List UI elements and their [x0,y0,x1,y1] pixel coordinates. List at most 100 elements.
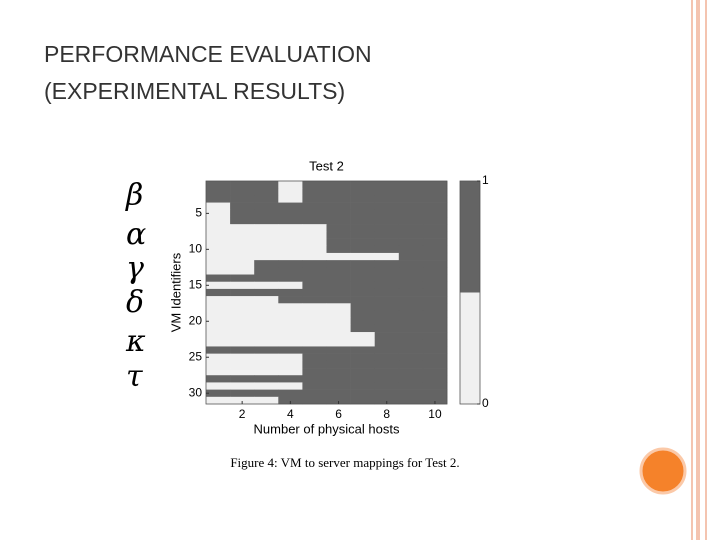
heatmap-cell [422,181,448,189]
heatmap-cell [326,396,351,405]
heatmap-cell [278,382,303,390]
heatmap-cell [230,389,255,398]
heatmap-cell [350,360,375,369]
heatmap-cell [374,181,400,189]
heatmap-cell [302,216,327,225]
heatmap-cell [302,382,327,390]
heatmap-cell [302,368,327,376]
heatmap-cell [374,188,400,196]
heatmap-cell [422,303,448,311]
heatmap-cell [230,188,255,196]
heatmap-cell [278,267,303,275]
y-axis-label: VM Identifiers [168,252,183,332]
heatmap-cell [302,231,327,239]
heatmap-cell [350,368,375,376]
heatmap-cell [302,202,327,211]
slide-title: (EXPERIMENTAL RESULTS) [44,78,345,104]
heatmap-cell [398,317,424,326]
heatmap-cell [278,260,303,268]
colorbar-tick-label: 1 [482,173,489,187]
heatmap-cell [302,209,327,218]
heatmap-cell [254,238,279,247]
heatmap-cell [254,252,279,261]
heatmap-cell [374,310,400,318]
heatmap-cell [206,252,231,261]
heatmap-cell [254,324,279,333]
heatmap-cell [302,238,327,247]
heatmap-cell [398,209,424,218]
heatmap-cell [350,231,375,239]
heatmap-cell [374,332,400,340]
heatmap-cell [254,245,279,254]
heatmap-cell [302,281,327,290]
heatmap-cell [230,332,255,340]
heatmap-cell [206,209,231,218]
heatmap-cell [206,303,231,311]
heatmap-cell [278,339,303,347]
heatmap-cell [302,181,327,189]
heatmap-cell [230,252,255,261]
heatmap-cell [230,195,255,203]
heatmap-cell [302,360,327,369]
symbol: β [125,178,143,213]
heatmap-cell [206,353,231,362]
heatmap-cell [326,274,351,283]
heatmap-cell [350,245,375,254]
heatmap-cell [374,303,400,311]
heatmap-cell [350,317,375,326]
heatmap-cell [422,267,448,275]
heatmap-cell [206,202,231,211]
heatmap-cell [278,360,303,369]
heatmap-cell [254,224,279,232]
heatmap-cell [326,181,351,189]
heatmap-cell [230,267,255,275]
heatmap-cell [230,368,255,376]
heatmap-cell [350,238,375,247]
heatmap-cell [278,209,303,218]
heatmap-cell [302,188,327,196]
heatmap-cell [398,245,424,254]
heatmap-cell [422,202,448,211]
heatmap-cell [398,281,424,290]
heatmap-cell [230,202,255,211]
heatmap-cell [350,324,375,333]
heatmap-cell [422,317,448,326]
heatmap-cell [374,353,400,362]
x-tick-label: 10 [428,407,442,421]
heatmap-cell [422,209,448,218]
colorbar-frame [459,180,481,405]
heatmap-cell [326,296,351,304]
heatmap-cell [374,375,400,383]
heatmap-cell [254,332,279,340]
heatmap-cell [278,188,303,196]
heatmap-cell [326,202,351,211]
heatmap-cell [230,310,255,318]
figure-caption: Figure 4: VM to server mappings for Test… [230,455,459,470]
heatmap-cell [230,382,255,390]
heatmap-cell [302,339,327,347]
heatmap-cell [398,360,424,369]
heatmap-cell [374,238,400,247]
heatmap-cell [278,202,303,211]
heatmap-cell [422,360,448,369]
heatmap-cell [254,209,279,218]
heatmap-cell [326,324,351,333]
heatmap-cell [278,317,303,326]
heatmap-cell [422,260,448,268]
heatmap-cell [374,281,400,290]
heatmap-cell [206,274,231,283]
heatmap-cell [422,224,448,232]
heatmap-cell [230,324,255,333]
heatmap-cell [422,332,448,340]
heatmap-cell [374,288,400,297]
heatmap-cell [374,346,400,354]
heatmap-cell [302,346,327,354]
heatmap-cell [206,188,231,196]
heatmap-cell [350,274,375,283]
heatmap-cell [278,231,303,239]
heatmap-cell [374,231,400,239]
heatmap-cell [302,288,327,297]
heatmap-cell [278,274,303,283]
